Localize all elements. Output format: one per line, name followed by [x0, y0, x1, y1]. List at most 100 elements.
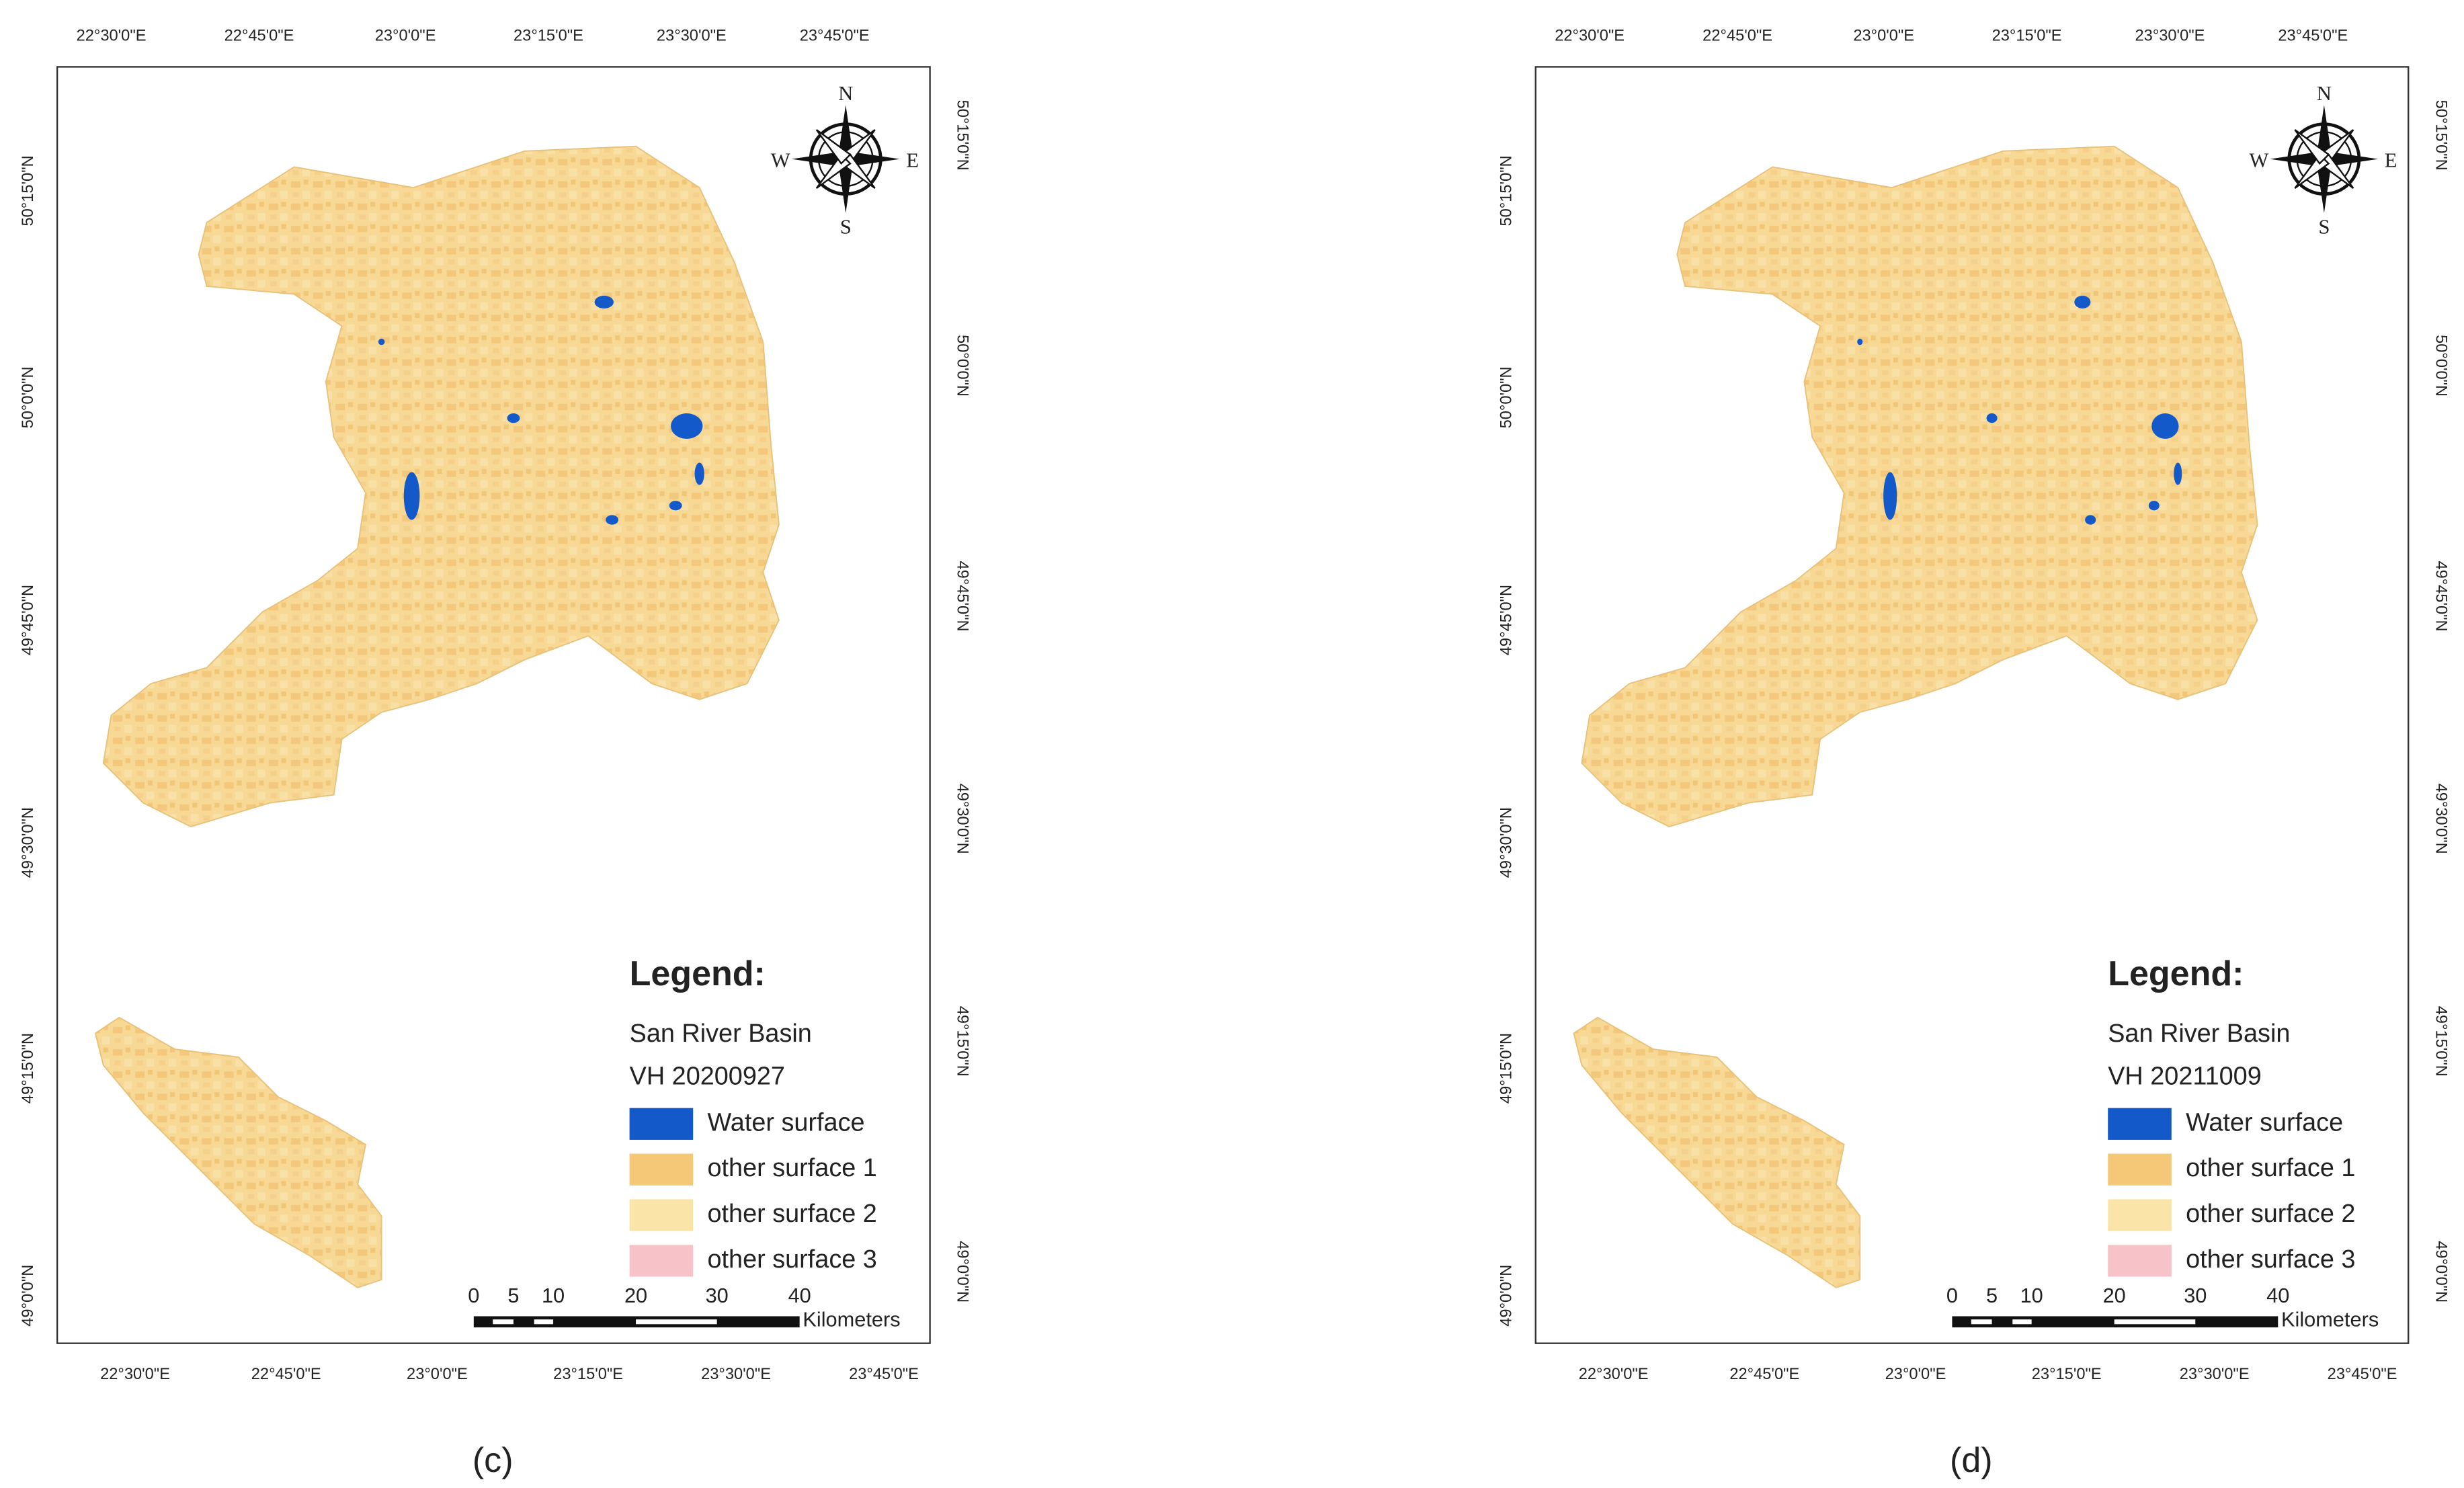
left-coordinate: 50°15'0"N — [1497, 155, 1515, 226]
water-body — [403, 472, 420, 520]
scale-label: 10 — [542, 1284, 565, 1307]
legend-label: other surface 2 — [2186, 1200, 2355, 1228]
bottom-coordinate: 23°0'0"E — [1885, 1366, 1946, 1383]
compass-letter: W — [771, 149, 790, 171]
right-coordinate: 50°0'0"N — [954, 335, 971, 397]
left-coordinate: 49°0'0"N — [1497, 1265, 1515, 1327]
top-coordinate: 23°30'0"E — [657, 28, 727, 45]
scale-bar-segment — [493, 1319, 514, 1325]
compass-point — [837, 159, 854, 214]
bottom-coordinate: 22°30'0"E — [100, 1366, 170, 1383]
legend-label: other surface 2 — [707, 1200, 876, 1228]
right-coordinate: 50°15'0"N — [954, 100, 971, 171]
scale-label: 5 — [1986, 1284, 1998, 1307]
basin-south — [94, 1016, 382, 1288]
legend-title: Legend: — [630, 954, 766, 993]
top-coordinate: 22°30'0"E — [77, 28, 147, 45]
left-coordinate: 49°45'0"N — [19, 585, 37, 655]
top-coordinate: 23°0'0"E — [375, 28, 436, 45]
map-panel: 22°30'0"E 22°45'0"E 23°0'0"E 23°15'0"E 23°30… — [1497, 28, 2449, 1480]
top-coordinate: 22°45'0"E — [224, 28, 294, 45]
basin-north — [1581, 145, 2258, 828]
panel-caption: (d) — [1950, 1441, 1993, 1480]
scale-bar-segment — [2114, 1319, 2196, 1325]
scale-label: 40 — [2266, 1284, 2289, 1307]
right-coordinate: 49°15'0"N — [954, 1006, 971, 1077]
water-body — [606, 515, 619, 525]
scale-unit: Kilometers — [2281, 1308, 2379, 1331]
legend-swatch — [2108, 1108, 2172, 1140]
water-body — [2074, 296, 2091, 308]
right-coordinate: 49°0'0"N — [2432, 1241, 2449, 1303]
bottom-coordinate: 22°45'0"E — [251, 1366, 321, 1383]
map-panel: 22°30'0"E 22°45'0"E 23°0'0"E 23°15'0"E 23°30… — [19, 28, 971, 1480]
legend-label: other surface 1 — [2186, 1154, 2355, 1182]
water-body — [2085, 515, 2096, 525]
legend-date: VH 20211009 — [2108, 1063, 2262, 1091]
compass-letter: N — [838, 82, 853, 105]
right-coordinate: 49°15'0"N — [2432, 1006, 2449, 1077]
right-coordinate: 50°0'0"N — [2432, 335, 2449, 397]
legend-title: Legend: — [2108, 954, 2244, 993]
bottom-coordinate: 22°45'0"E — [1729, 1366, 1799, 1383]
legend-swatch — [2108, 1245, 2172, 1277]
water-body — [1857, 338, 1863, 345]
compass-letter: W — [2249, 149, 2268, 171]
right-coordinate: 49°30'0"N — [954, 784, 971, 854]
legend-swatch — [2108, 1199, 2172, 1231]
right-coordinate: 50°15'0"N — [2432, 100, 2449, 171]
top-coordinate: 22°30'0"E — [1555, 28, 1625, 45]
compass-point — [2316, 159, 2332, 214]
legend-basin: San River Basin — [630, 1020, 812, 1048]
right-coordinate: 49°45'0"N — [954, 561, 971, 631]
scale-unit: Kilometers — [803, 1308, 900, 1331]
scale-bar-segment — [636, 1319, 717, 1325]
legend-label: Water surface — [2186, 1108, 2343, 1136]
water-body — [694, 462, 704, 485]
scale-label: 20 — [624, 1284, 647, 1307]
legend-swatch — [629, 1108, 694, 1140]
scale-bar-segment — [1971, 1319, 1992, 1325]
left-coordinate: 49°0'0"N — [19, 1265, 37, 1327]
top-coordinate: 23°45'0"E — [2278, 28, 2348, 45]
legend-swatch — [629, 1199, 694, 1231]
water-body — [1883, 472, 1897, 520]
compass-point — [846, 151, 900, 167]
water-body — [2174, 462, 2182, 485]
compass-letter: S — [2318, 216, 2330, 239]
scale-bar-segment — [534, 1319, 554, 1325]
compass-point — [791, 151, 846, 167]
compass-point — [2294, 129, 2330, 165]
water-body — [378, 338, 385, 345]
water-body — [669, 501, 682, 511]
compass-point — [2324, 151, 2379, 167]
scale-label: 40 — [788, 1284, 811, 1307]
compass-letter: N — [2317, 82, 2332, 105]
right-coordinate: 49°45'0"N — [2432, 561, 2449, 631]
legend-label: other surface 3 — [2186, 1245, 2355, 1274]
scale-label: 0 — [1946, 1284, 1958, 1307]
compass-letter: E — [2385, 149, 2397, 171]
left-coordinate: 50°0'0"N — [19, 366, 37, 428]
left-coordinate: 50°15'0"N — [19, 155, 37, 226]
panel-caption: (c) — [473, 1441, 514, 1480]
scale-bar-segment — [2012, 1319, 2032, 1325]
bottom-coordinate: 23°15'0"E — [2032, 1366, 2102, 1383]
water-body — [507, 413, 520, 423]
water-body — [594, 296, 614, 308]
bottom-coordinate: 23°30'0"E — [2180, 1366, 2250, 1383]
legend-basin: San River Basin — [2108, 1020, 2290, 1048]
bottom-coordinate: 23°30'0"E — [701, 1366, 771, 1383]
bottom-coordinate: 23°45'0"E — [849, 1366, 919, 1383]
left-coordinate: 49°15'0"N — [19, 1033, 37, 1104]
scale-label: 5 — [507, 1284, 519, 1307]
compass-point — [2316, 105, 2332, 159]
right-coordinate: 49°30'0"N — [2432, 784, 2449, 854]
basin-south — [1573, 1016, 1861, 1288]
legend-swatch — [629, 1153, 694, 1186]
basin-north — [102, 145, 780, 828]
top-coordinate: 23°0'0"E — [1853, 28, 1914, 45]
water-body — [2151, 413, 2179, 439]
scale-label: 30 — [2184, 1284, 2207, 1307]
